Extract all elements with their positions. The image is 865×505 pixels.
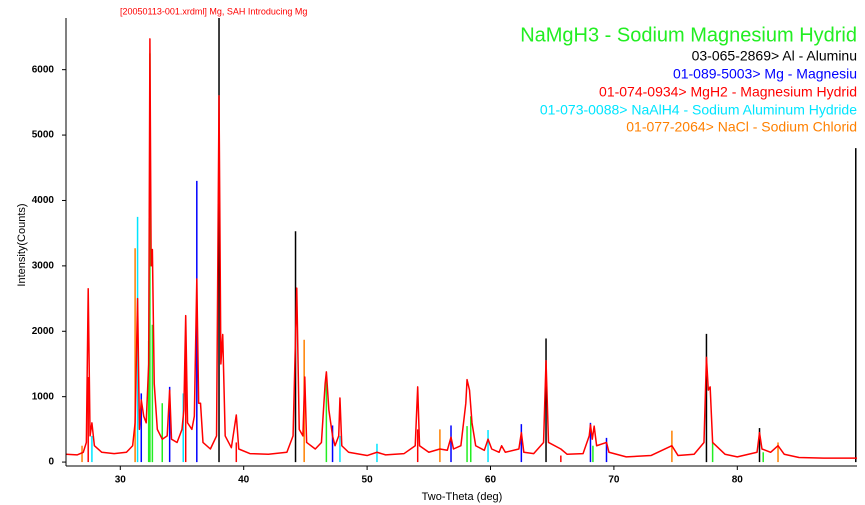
x-tick-label: 30 (115, 475, 127, 486)
x-tick-label: 60 (485, 475, 497, 486)
legend-entry: 01-074-0934> MgH2 - Magnesium Hydrid (599, 84, 857, 100)
plot-area: NaMgH3 - Sodium Magnesium Hydrid 03-065-2… (66, 18, 857, 463)
y-tick-label: 3000 (32, 261, 55, 272)
legend-entry: 03-065-2869> Al - Aluminu (692, 48, 857, 64)
y-tick-label: 6000 (32, 64, 55, 75)
y-tick-label: 4000 (32, 195, 55, 206)
axes (62, 18, 857, 470)
y-tick-label: 1000 (32, 391, 55, 402)
legend-entry: NaMgH3 - Sodium Magnesium Hydrid (520, 24, 857, 46)
x-tick-label: 40 (238, 475, 250, 486)
x-tick-label: 50 (362, 475, 374, 486)
y-tick-label: 5000 (32, 130, 55, 141)
x-tick-label: 80 (732, 475, 744, 486)
y-tick-label: 0 (48, 457, 54, 468)
legend-entry: 01-089-5003> Mg - Magnesiu (673, 66, 857, 82)
legend-entry: 01-073-0088> NaAlH4 - Sodium Aluminum Hy… (540, 102, 857, 118)
x-tick-label: 70 (608, 475, 620, 486)
chart-title: [20050113-001.xrdml] Mg, SAH Introducing… (120, 6, 307, 16)
legend-entry: 01-077-2064> NaCl - Sodium Chlorid (626, 119, 857, 135)
y-axis-label: Intensity(Counts) (16, 203, 28, 286)
y-tick-label: 2000 (32, 326, 55, 337)
pattern-line (66, 38, 857, 459)
x-axis-label: Two-Theta (deg) (422, 491, 503, 503)
